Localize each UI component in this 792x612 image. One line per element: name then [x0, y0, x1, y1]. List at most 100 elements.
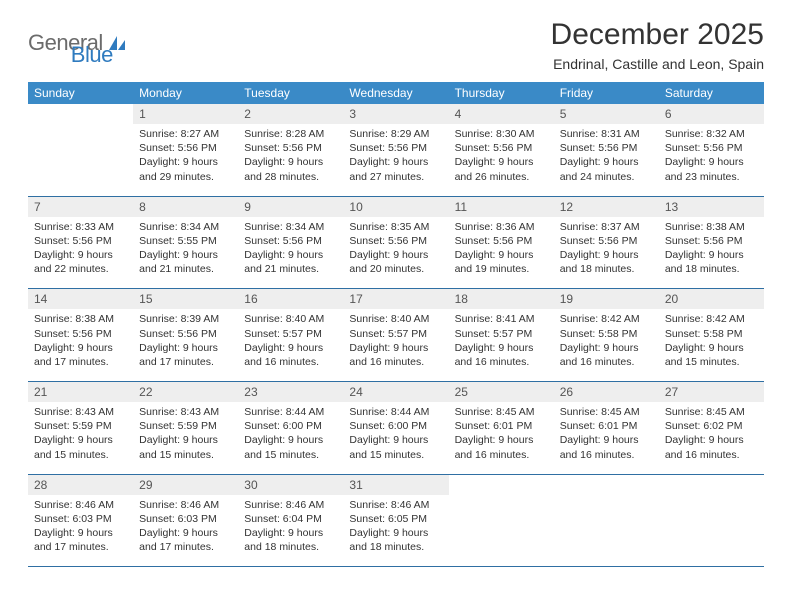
- day-body: Sunrise: 8:37 AMSunset: 5:56 PMDaylight:…: [554, 217, 659, 289]
- calendar-day-cell: 7Sunrise: 8:33 AMSunset: 5:56 PMDaylight…: [28, 196, 133, 289]
- calendar-week-row: 1Sunrise: 8:27 AMSunset: 5:56 PMDaylight…: [28, 104, 764, 196]
- calendar-body: 1Sunrise: 8:27 AMSunset: 5:56 PMDaylight…: [28, 104, 764, 567]
- calendar-day-cell: 10Sunrise: 8:35 AMSunset: 5:56 PMDayligh…: [343, 196, 448, 289]
- calendar-day-cell: 11Sunrise: 8:36 AMSunset: 5:56 PMDayligh…: [449, 196, 554, 289]
- calendar-week-row: 14Sunrise: 8:38 AMSunset: 5:56 PMDayligh…: [28, 289, 764, 382]
- calendar-day-cell: 6Sunrise: 8:32 AMSunset: 5:56 PMDaylight…: [659, 104, 764, 196]
- sunset-text: Sunset: 5:59 PM: [34, 419, 127, 433]
- sunset-text: Sunset: 6:05 PM: [349, 512, 442, 526]
- daylight-text: Daylight: 9 hours and 24 minutes.: [560, 155, 653, 183]
- daylight-text: Daylight: 9 hours and 15 minutes.: [349, 433, 442, 461]
- sunrise-text: Sunrise: 8:44 AM: [244, 405, 337, 419]
- sunset-text: Sunset: 5:59 PM: [139, 419, 232, 433]
- day-body: Sunrise: 8:46 AMSunset: 6:04 PMDaylight:…: [238, 495, 343, 567]
- day-number: 22: [133, 382, 238, 402]
- day-body: Sunrise: 8:38 AMSunset: 5:56 PMDaylight:…: [28, 309, 133, 381]
- daylight-text: Daylight: 9 hours and 16 minutes.: [665, 433, 758, 461]
- day-number: 12: [554, 197, 659, 217]
- calendar-day-cell: 19Sunrise: 8:42 AMSunset: 5:58 PMDayligh…: [554, 289, 659, 382]
- day-number: 6: [659, 104, 764, 124]
- day-body: Sunrise: 8:43 AMSunset: 5:59 PMDaylight:…: [28, 402, 133, 474]
- sunset-text: Sunset: 5:55 PM: [139, 234, 232, 248]
- sunrise-text: Sunrise: 8:39 AM: [139, 312, 232, 326]
- day-body: Sunrise: 8:28 AMSunset: 5:56 PMDaylight:…: [238, 124, 343, 196]
- calendar-day-cell: 25Sunrise: 8:45 AMSunset: 6:01 PMDayligh…: [449, 382, 554, 475]
- calendar-day-cell: 4Sunrise: 8:30 AMSunset: 5:56 PMDaylight…: [449, 104, 554, 196]
- sunrise-text: Sunrise: 8:31 AM: [560, 127, 653, 141]
- sunrise-text: Sunrise: 8:35 AM: [349, 220, 442, 234]
- sunset-text: Sunset: 5:58 PM: [560, 327, 653, 341]
- daylight-text: Daylight: 9 hours and 16 minutes.: [560, 433, 653, 461]
- daylight-text: Daylight: 9 hours and 16 minutes.: [455, 341, 548, 369]
- weekday-header: Tuesday: [238, 82, 343, 104]
- day-number: 21: [28, 382, 133, 402]
- day-body: Sunrise: 8:34 AMSunset: 5:55 PMDaylight:…: [133, 217, 238, 289]
- day-number: 4: [449, 104, 554, 124]
- calendar-day-cell: 8Sunrise: 8:34 AMSunset: 5:55 PMDaylight…: [133, 196, 238, 289]
- calendar-day-cell: 9Sunrise: 8:34 AMSunset: 5:56 PMDaylight…: [238, 196, 343, 289]
- sunrise-text: Sunrise: 8:38 AM: [665, 220, 758, 234]
- day-number: 23: [238, 382, 343, 402]
- calendar-day-cell: [449, 474, 554, 567]
- day-body: Sunrise: 8:40 AMSunset: 5:57 PMDaylight:…: [343, 309, 448, 381]
- calendar-week-row: 7Sunrise: 8:33 AMSunset: 5:56 PMDaylight…: [28, 196, 764, 289]
- location-subtitle: Endrinal, Castille and Leon, Spain: [551, 56, 764, 72]
- day-body: Sunrise: 8:31 AMSunset: 5:56 PMDaylight:…: [554, 124, 659, 196]
- calendar-day-cell: 23Sunrise: 8:44 AMSunset: 6:00 PMDayligh…: [238, 382, 343, 475]
- sunset-text: Sunset: 6:03 PM: [34, 512, 127, 526]
- day-body: Sunrise: 8:33 AMSunset: 5:56 PMDaylight:…: [28, 217, 133, 289]
- day-number: 26: [554, 382, 659, 402]
- sunset-text: Sunset: 5:56 PM: [139, 141, 232, 155]
- day-number: 15: [133, 289, 238, 309]
- daylight-text: Daylight: 9 hours and 18 minutes.: [665, 248, 758, 276]
- sunrise-text: Sunrise: 8:29 AM: [349, 127, 442, 141]
- sunrise-text: Sunrise: 8:44 AM: [349, 405, 442, 419]
- day-number: 20: [659, 289, 764, 309]
- daylight-text: Daylight: 9 hours and 18 minutes.: [244, 526, 337, 554]
- day-body: Sunrise: 8:36 AMSunset: 5:56 PMDaylight:…: [449, 217, 554, 289]
- weekday-header: Wednesday: [343, 82, 448, 104]
- calendar-day-cell: 22Sunrise: 8:43 AMSunset: 5:59 PMDayligh…: [133, 382, 238, 475]
- title-block: December 2025 Endrinal, Castille and Leo…: [551, 18, 764, 72]
- weekday-header: Friday: [554, 82, 659, 104]
- day-number: 24: [343, 382, 448, 402]
- day-body: Sunrise: 8:40 AMSunset: 5:57 PMDaylight:…: [238, 309, 343, 381]
- logo: General Blue: [28, 18, 113, 68]
- sunset-text: Sunset: 5:57 PM: [349, 327, 442, 341]
- sunset-text: Sunset: 5:56 PM: [139, 327, 232, 341]
- calendar-day-cell: 31Sunrise: 8:46 AMSunset: 6:05 PMDayligh…: [343, 474, 448, 567]
- sunrise-text: Sunrise: 8:45 AM: [455, 405, 548, 419]
- weekday-header: Saturday: [659, 82, 764, 104]
- calendar-day-cell: 12Sunrise: 8:37 AMSunset: 5:56 PMDayligh…: [554, 196, 659, 289]
- calendar-day-cell: 18Sunrise: 8:41 AMSunset: 5:57 PMDayligh…: [449, 289, 554, 382]
- daylight-text: Daylight: 9 hours and 17 minutes.: [139, 341, 232, 369]
- day-body: Sunrise: 8:35 AMSunset: 5:56 PMDaylight:…: [343, 217, 448, 289]
- daylight-text: Daylight: 9 hours and 23 minutes.: [665, 155, 758, 183]
- header-bar: General Blue December 2025 Endrinal, Cas…: [28, 18, 764, 72]
- sunset-text: Sunset: 5:58 PM: [665, 327, 758, 341]
- calendar-day-cell: [554, 474, 659, 567]
- calendar-day-cell: 20Sunrise: 8:42 AMSunset: 5:58 PMDayligh…: [659, 289, 764, 382]
- sunrise-text: Sunrise: 8:37 AM: [560, 220, 653, 234]
- sunrise-text: Sunrise: 8:46 AM: [34, 498, 127, 512]
- sunrise-text: Sunrise: 8:46 AM: [244, 498, 337, 512]
- daylight-text: Daylight: 9 hours and 22 minutes.: [34, 248, 127, 276]
- daylight-text: Daylight: 9 hours and 15 minutes.: [139, 433, 232, 461]
- day-body: Sunrise: 8:46 AMSunset: 6:03 PMDaylight:…: [133, 495, 238, 567]
- sunrise-text: Sunrise: 8:45 AM: [560, 405, 653, 419]
- sunset-text: Sunset: 5:56 PM: [34, 234, 127, 248]
- day-body: Sunrise: 8:42 AMSunset: 5:58 PMDaylight:…: [659, 309, 764, 381]
- daylight-text: Daylight: 9 hours and 16 minutes.: [244, 341, 337, 369]
- calendar-day-cell: 1Sunrise: 8:27 AMSunset: 5:56 PMDaylight…: [133, 104, 238, 196]
- daylight-text: Daylight: 9 hours and 15 minutes.: [34, 433, 127, 461]
- day-body: Sunrise: 8:38 AMSunset: 5:56 PMDaylight:…: [659, 217, 764, 289]
- sunrise-text: Sunrise: 8:40 AM: [349, 312, 442, 326]
- day-number: 10: [343, 197, 448, 217]
- day-number: 17: [343, 289, 448, 309]
- sunset-text: Sunset: 6:03 PM: [139, 512, 232, 526]
- calendar-day-cell: 29Sunrise: 8:46 AMSunset: 6:03 PMDayligh…: [133, 474, 238, 567]
- daylight-text: Daylight: 9 hours and 29 minutes.: [139, 155, 232, 183]
- calendar-week-row: 28Sunrise: 8:46 AMSunset: 6:03 PMDayligh…: [28, 474, 764, 567]
- calendar-day-cell: 24Sunrise: 8:44 AMSunset: 6:00 PMDayligh…: [343, 382, 448, 475]
- daylight-text: Daylight: 9 hours and 28 minutes.: [244, 155, 337, 183]
